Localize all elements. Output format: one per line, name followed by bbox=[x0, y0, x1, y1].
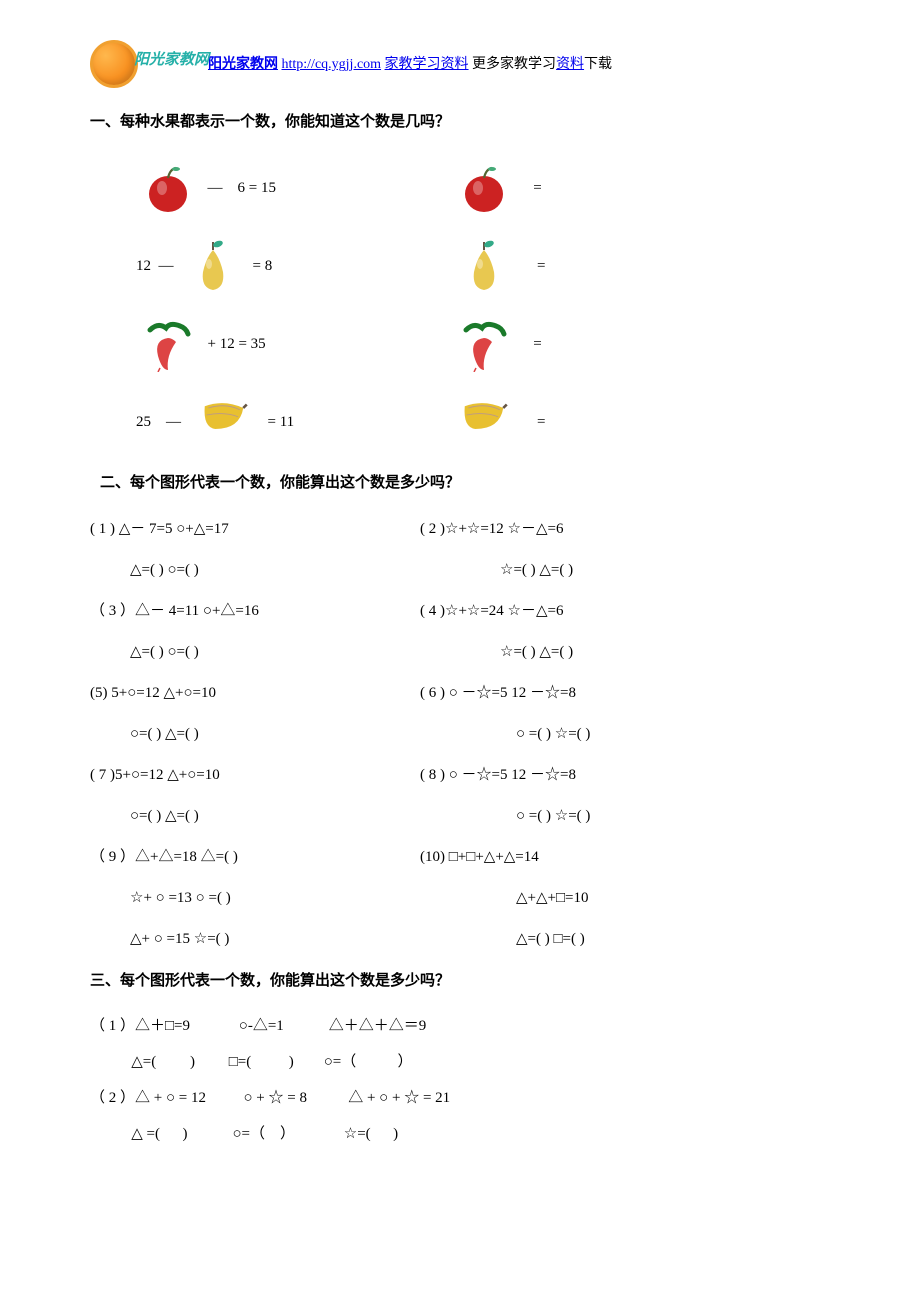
site-url-link[interactable]: http://cq.ygjj.com bbox=[282, 57, 382, 72]
eq-right: = bbox=[456, 316, 542, 372]
post-text: = 11 bbox=[256, 414, 294, 431]
pre-text: 25 — bbox=[136, 414, 192, 431]
post-text: — 6 = 15 bbox=[200, 180, 276, 197]
problem-row: △=( ) ○=( )☆=( ) △=( ) bbox=[90, 551, 830, 590]
problem-right: ( 6 ) ○ －☆=5 12 －☆=8 bbox=[420, 674, 830, 713]
problem-right: ☆=( ) △=( ) bbox=[460, 633, 830, 672]
problem-right: ○ =( ) ☆=( ) bbox=[460, 715, 830, 754]
problem-row: ( 1 ) △－ 7=5 ○+△=17( 2 )☆+☆=12 ☆－△=6 bbox=[90, 510, 830, 549]
problem-left: ( 7 )5+○=12 △+○=10 bbox=[90, 756, 420, 795]
radish-icon bbox=[140, 316, 196, 372]
logo-text: 阳光家教网 bbox=[134, 48, 209, 69]
logo-circle-icon bbox=[90, 40, 138, 88]
problem-right: △=( ) □=( ) bbox=[460, 920, 830, 959]
fruit-row-apple: — 6 = 15 = bbox=[136, 149, 830, 227]
fruit-row-radish: + 12 = 35 = bbox=[136, 305, 830, 383]
problem-right: ☆=( ) △=( ) bbox=[460, 551, 830, 590]
problem-row: ☆+ ○ =13 ○ =( )△+△+□=10 bbox=[90, 879, 830, 918]
section2-problems: ( 1 ) △－ 7=5 ○+△=17( 2 )☆+☆=12 ☆－△=6△=( … bbox=[90, 510, 830, 959]
site-logo: 阳光家教网 bbox=[90, 40, 190, 86]
problem-right: (10) □+□+△+△=14 bbox=[420, 838, 830, 877]
problem-left: （ 3 ）△－ 4=11 ○+△=16 bbox=[90, 592, 420, 631]
problem-left: △=( ) ○=( ) bbox=[90, 551, 460, 590]
problem-right: ○ =( ) ☆=( ) bbox=[460, 797, 830, 836]
problem-row: △+ ○ =15 ☆=( )△=( ) □=( ) bbox=[90, 920, 830, 959]
problem-right: ( 4 )☆+☆=24 ☆－△=6 bbox=[420, 592, 830, 631]
problem-row: ○=( ) △=( )○ =( ) ☆=( ) bbox=[90, 797, 830, 836]
radish-icon bbox=[456, 316, 512, 372]
eq-left: 25 — = 11 bbox=[136, 394, 416, 450]
pear-icon bbox=[456, 238, 512, 294]
problem-left: （ 9 ）△+△=18 △=( ) bbox=[90, 838, 420, 877]
fruit-row-banana: 25 — = 11 = bbox=[136, 383, 830, 461]
problem-row: (5) 5+○=12 △+○=10( 6 ) ○ －☆=5 12 －☆=8 bbox=[90, 674, 830, 713]
section2-title: 二、每个图形代表一个数，你能算出这个数是多少吗？ bbox=[100, 471, 830, 492]
problem-row: △=( ) ○=( )☆=( ) △=( ) bbox=[90, 633, 830, 672]
fruit-row-pear: 12 — = 8 = bbox=[136, 227, 830, 305]
tail-link[interactable]: 资料 bbox=[556, 57, 584, 72]
pre-text: 12 — bbox=[136, 258, 181, 275]
problem-right: △+△+□=10 bbox=[460, 879, 830, 918]
problem-line: （ 2 ）△ + ○ = 12 ○ + ☆ = 8 △ + ○ + ☆ = 21 bbox=[90, 1080, 830, 1116]
problem-left: ( 1 ) △－ 7=5 ○+△=17 bbox=[90, 510, 420, 549]
eq-text: = bbox=[522, 258, 545, 275]
tail-post: 下载 bbox=[584, 57, 612, 72]
eq-text: = bbox=[522, 414, 545, 431]
eq-right: = bbox=[456, 238, 545, 294]
problem-line: △ =( ) ○=（ ） ☆=( ) bbox=[90, 1116, 830, 1152]
pear-icon bbox=[185, 238, 241, 294]
problem-row: （ 9 ）△+△=18 △=( )(10) □+□+△+△=14 bbox=[90, 838, 830, 877]
problem-line: △=( ) □=( ) ○=（ ） bbox=[90, 1044, 830, 1080]
problem-left: △=( ) ○=( ) bbox=[90, 633, 460, 672]
eq-right: = bbox=[456, 394, 545, 450]
post-text: = 8 bbox=[245, 258, 272, 275]
eq-text: = bbox=[522, 180, 542, 197]
problem-left: ○=( ) △=( ) bbox=[90, 797, 460, 836]
banana-icon bbox=[196, 394, 252, 450]
eq-left: — 6 = 15 bbox=[136, 160, 416, 216]
section1-title: 一、每种水果都表示一个数，你能知道这个数是几吗？ bbox=[90, 110, 830, 131]
problem-right: ( 8 ) ○ －☆=5 12 －☆=8 bbox=[420, 756, 830, 795]
section3-problems: （ 1 ）△＋□=9 ○-△=1 △＋△＋△＝9 △=( ) □=( ) ○=（… bbox=[90, 1008, 830, 1152]
post-text: + 12 = 35 bbox=[200, 336, 266, 353]
problem-right: ( 2 )☆+☆=12 ☆－△=6 bbox=[420, 510, 830, 549]
section3-title: 三、每个图形代表一个数，你能算出这个数是多少吗？ bbox=[90, 969, 830, 990]
mid-link[interactable]: 家教学习资料 bbox=[385, 57, 469, 72]
tail-pre: 更多家教学习 bbox=[472, 57, 556, 72]
problem-row: （ 3 ）△－ 4=11 ○+△=16( 4 )☆+☆=24 ☆－△=6 bbox=[90, 592, 830, 631]
problem-left: ☆+ ○ =13 ○ =( ) bbox=[90, 879, 460, 918]
fruit-equations: — 6 = 15 = 12 — = 8 = bbox=[136, 149, 830, 461]
eq-left: + 12 = 35 bbox=[136, 316, 416, 372]
problem-row: ( 7 )5+○=12 △+○=10( 8 ) ○ －☆=5 12 －☆=8 bbox=[90, 756, 830, 795]
apple-icon bbox=[456, 160, 512, 216]
page-header: 阳光家教网 阳光家教网 http://cq.ygjj.com 家教学习资料 更多… bbox=[90, 40, 830, 86]
brand-link[interactable]: 阳光家教网 bbox=[208, 57, 278, 72]
header-text: 阳光家教网 http://cq.ygjj.com 家教学习资料 更多家教学习资料… bbox=[208, 53, 612, 73]
problem-left: △+ ○ =15 ☆=( ) bbox=[90, 920, 460, 959]
problem-left: ○=( ) △=( ) bbox=[90, 715, 460, 754]
problem-line: （ 1 ）△＋□=9 ○-△=1 △＋△＋△＝9 bbox=[90, 1008, 830, 1044]
apple-icon bbox=[140, 160, 196, 216]
problem-left: (5) 5+○=12 △+○=10 bbox=[90, 674, 420, 713]
eq-right: = bbox=[456, 160, 542, 216]
eq-left: 12 — = 8 bbox=[136, 238, 416, 294]
banana-icon bbox=[456, 394, 512, 450]
problem-row: ○=( ) △=( )○ =( ) ☆=( ) bbox=[90, 715, 830, 754]
eq-text: = bbox=[522, 336, 542, 353]
